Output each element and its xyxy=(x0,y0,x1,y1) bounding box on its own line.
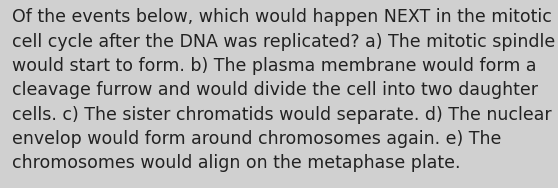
Text: Of the events below, which would happen NEXT in the mitotic
cell cycle after the: Of the events below, which would happen … xyxy=(12,8,556,172)
